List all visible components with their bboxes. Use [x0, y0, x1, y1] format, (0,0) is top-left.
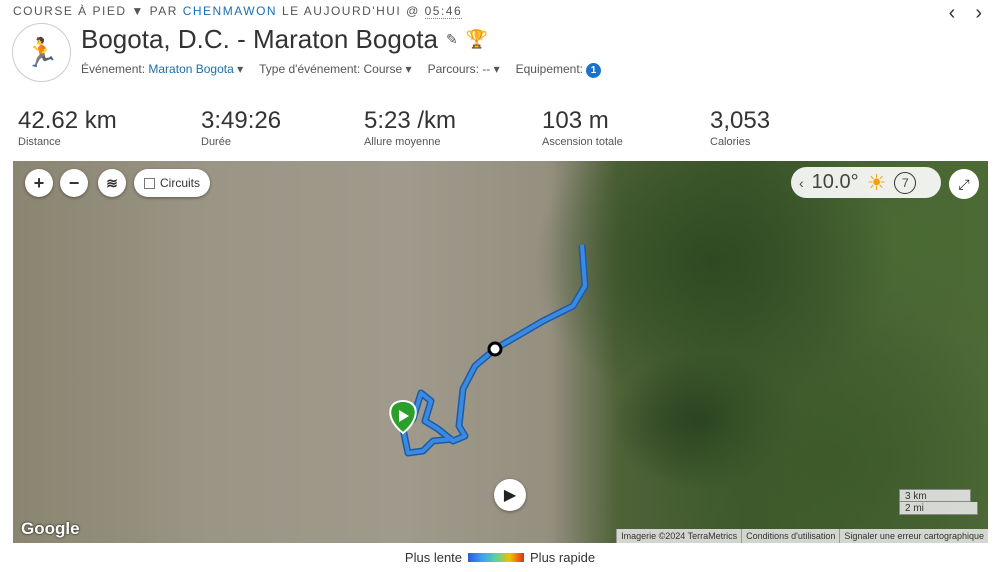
pace-legend: Plus lente Plus rapide: [404, 550, 596, 565]
terms-link[interactable]: Conditions d'utilisation: [741, 529, 839, 543]
map-attribution: Imagerie ©2024 TerraMetrics Conditions d'…: [616, 529, 988, 543]
start-marker[interactable]: [389, 399, 417, 435]
gear-count-badge: 1: [586, 63, 602, 78]
weather-widget[interactable]: ‹ 10.0° ☀ 7: [791, 167, 941, 198]
edit-pencil-icon[interactable]: ✎: [445, 31, 458, 47]
user-link[interactable]: CHENMAWON: [182, 4, 278, 18]
stat-duration: 3:49:26 Durée: [201, 107, 282, 148]
activity-type[interactable]: COURSE À PIED: [13, 4, 127, 18]
prev-arrow-icon[interactable]: ‹: [948, 2, 956, 24]
activity-map[interactable]: + − ≋ Circuits ‹ 10.0° ☀ 7 ⤢ ▶ Google 3 km 2…: [13, 161, 988, 543]
wind-icon: 7: [894, 171, 917, 194]
trophy-icon: 🏆: [465, 29, 489, 49]
next-arrow-icon[interactable]: ›: [975, 2, 982, 24]
route-marker[interactable]: [487, 341, 503, 357]
temperature: 10.0°: [811, 171, 859, 193]
zoom-in-button[interactable]: +: [25, 169, 53, 197]
sun-icon: ☀: [866, 169, 887, 195]
stat-distance: 42.62 km Distance: [18, 107, 117, 148]
circuits-checkbox[interactable]: [144, 177, 155, 189]
stat-ascent: 103 m Ascension totale: [542, 107, 623, 148]
stats-row: 42.62 km Distance 3:49:26 Durée 5:23 /km Al…: [18, 107, 893, 148]
event-dropdown[interactable]: Événement: Maraton Bogota ▾: [81, 62, 244, 76]
route-layer: [389, 244, 589, 457]
fullscreen-icon[interactable]: ⤢: [949, 169, 979, 199]
running-icon: 🏃: [12, 23, 71, 82]
chevron-left-icon[interactable]: ‹: [799, 174, 804, 191]
circuits-toggle[interactable]: Circuits: [134, 169, 211, 197]
play-button[interactable]: ▶: [494, 479, 526, 511]
google-logo: Google: [21, 519, 80, 538]
activity-time: 05:46: [424, 4, 463, 19]
course-dropdown[interactable]: Parcours: -- ▾: [427, 62, 500, 76]
stat-pace: 5:23 /km Allure moyenne: [364, 107, 457, 148]
zoom-out-button[interactable]: −: [60, 169, 88, 197]
breadcrumb: COURSE À PIED ▼ PAR CHENMAWON LE AUJOURD…: [13, 4, 463, 19]
layers-icon[interactable]: ≋: [98, 169, 126, 197]
stat-calories: 3,053 Calories: [710, 107, 771, 148]
activity-meta: Événement: Maraton Bogota ▾ Type d'événe…: [81, 62, 602, 78]
report-error-link[interactable]: Signaler une erreur cartographique: [839, 529, 988, 543]
event-type-dropdown[interactable]: Type d'événement: Course ▾: [259, 62, 412, 76]
pace-gradient: [468, 553, 525, 562]
page-title: Bogota, D.C. - Maraton Bogota ✎ 🏆: [81, 24, 489, 54]
map-scale: 3 km 2 mi: [899, 489, 978, 515]
activity-nav: ‹ ›: [949, 2, 982, 25]
gear-link[interactable]: Equipement: 1: [516, 62, 602, 78]
